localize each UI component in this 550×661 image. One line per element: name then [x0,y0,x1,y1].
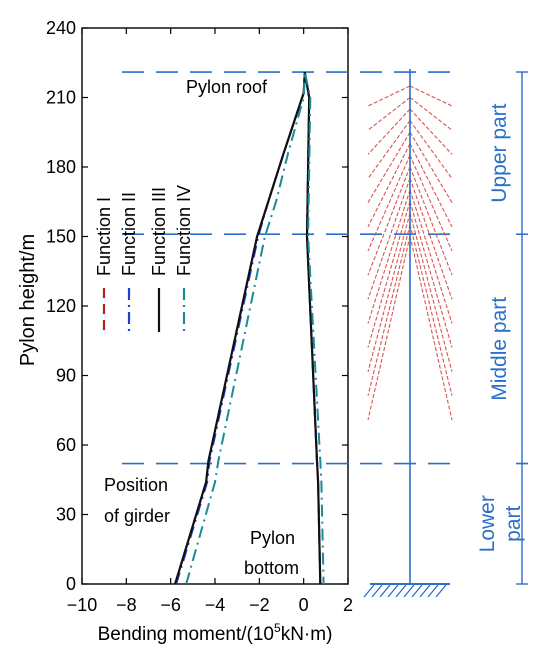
stay-cable [367,189,411,324]
legend-label: Function IV [174,185,194,276]
legend-label: Function II [119,192,139,276]
stay-cable [409,143,453,228]
series-line [174,71,322,585]
stay-cable [367,178,411,300]
hatch-line [411,584,423,598]
annotation-pylon-roof: Pylon roof [186,77,268,97]
x-tick-label: −10 [67,595,98,615]
stay-cable [367,97,411,131]
hatch-line [363,584,375,598]
segment-brackets: Upper part Middle part Lower part [476,71,528,585]
x-tick-label: −2 [249,595,270,615]
pylon-schematic [363,69,453,598]
stay-cable [367,224,411,396]
stay-cable [367,108,411,155]
x-axis-label: Bending moment/(105kN·m) [98,621,333,645]
annotation-position-girder-1: Position [104,475,168,495]
x-tick-label: −6 [160,595,181,615]
stay-cable [367,154,411,252]
segment-label: part [502,506,525,542]
series-lines [174,71,325,585]
stay-cable [367,131,411,203]
hatch-line [379,584,391,598]
stay-cable [409,85,453,107]
y-tick-label: 0 [66,574,76,594]
y-tick-label: 210 [46,88,76,108]
x-axis: −10 −8 −6 −4 −2 0 2 [67,28,353,615]
segment-label: Upper part [488,103,511,202]
hatch-line [395,584,407,598]
stay-cable [367,166,411,276]
y-axis-label: Pylon height/m [17,234,39,366]
y-tick-label: 120 [46,296,76,316]
stay-cable [409,166,453,276]
series-line [185,71,325,585]
y-axis: 0 30 60 90 120 150 180 210 240 [46,18,348,594]
segment-label: Middle part [488,297,511,401]
segment-label: Lower [476,495,499,552]
y-tick-label: 150 [46,227,76,247]
legend-label: Function III [149,187,169,276]
y-tick-label: 30 [56,505,76,525]
stay-cable [409,131,453,203]
stay-cable [409,235,453,421]
annotation-pylon-bottom-2: bottom [244,558,299,578]
stay-cable [409,178,453,300]
stay-cable [409,108,453,155]
hatch-line [435,584,447,598]
hatch-line [403,584,415,598]
legend: Function I Function II Function III Functio… [94,185,194,332]
x-axis-label-sup: 5 [274,621,281,635]
ground-hatch [363,584,447,598]
hatch-line [387,584,399,598]
stay-cable [409,224,453,396]
hatch-line [427,584,439,598]
stay-cable [409,189,453,324]
stay-cable [409,201,453,348]
x-axis-label-suffix: kN·m) [281,624,333,645]
stay-cable [409,154,453,252]
reference-lines [122,71,460,465]
hatch-line [419,584,431,598]
legend-label: Function I [94,197,114,276]
stay-cable [367,212,411,372]
stay-cable [367,143,411,228]
annotation-position-girder-2: of girder [104,506,170,526]
x-tick-label: −4 [205,595,226,615]
annotation-pylon-bottom-1: Pylon [250,528,295,548]
stay-cable [409,212,453,372]
series-line [174,71,322,585]
y-tick-label: 240 [46,18,76,38]
y-tick-label: 180 [46,157,76,177]
y-tick-label: 90 [56,366,76,386]
stay-cables [367,85,453,421]
hatch-line [371,584,383,598]
x-tick-label: −8 [116,595,137,615]
x-tick-label: 2 [343,595,353,615]
stay-cable [367,201,411,348]
stay-cable [409,97,453,131]
x-tick-label: 0 [299,595,309,615]
y-tick-label: 60 [56,435,76,455]
stay-cable [367,235,411,421]
x-axis-label-prefix: Bending moment/(10 [98,624,274,645]
stay-cable [367,85,411,107]
